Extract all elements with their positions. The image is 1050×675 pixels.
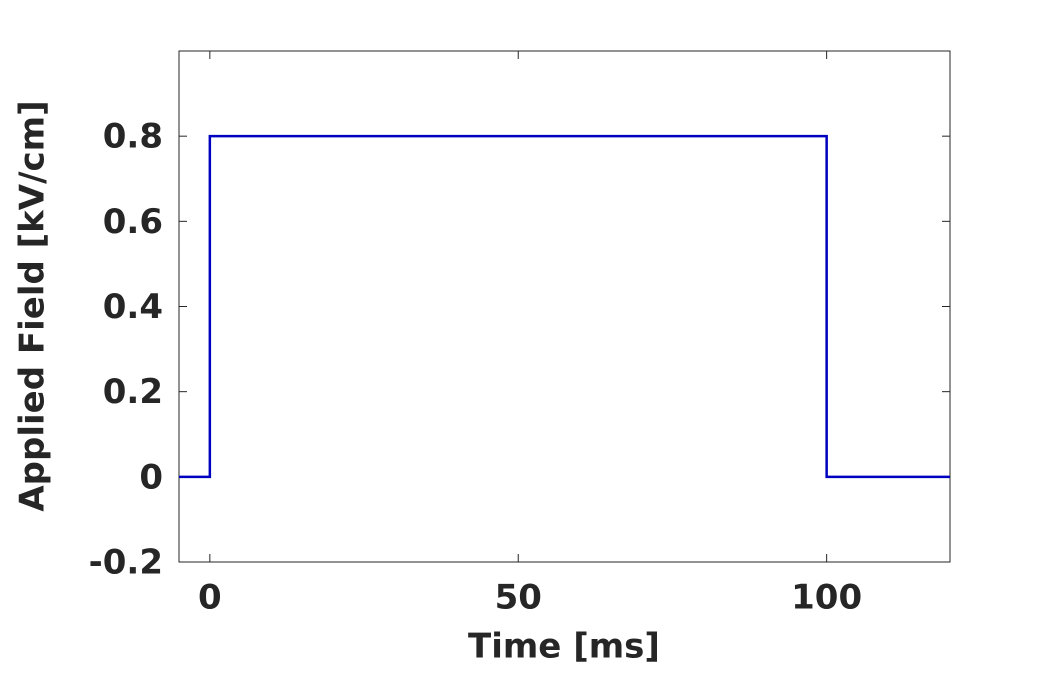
y-tick-label: 0.8: [103, 117, 163, 157]
x-axis-label: Time [ms]: [468, 627, 660, 667]
x-tick-label: 0: [198, 578, 222, 618]
y-tick-label: 0.6: [103, 202, 163, 242]
y-tick-label: 0: [139, 457, 163, 497]
x-tick-label: 50: [495, 578, 542, 618]
y-tick-label: -0.2: [89, 543, 163, 583]
x-tick-label: 100: [791, 578, 862, 618]
y-tick-label: 0.4: [103, 287, 163, 327]
plot-frame: [178, 50, 951, 563]
y-axis-label: Applied Field [kV/cm]: [13, 100, 53, 511]
y-tick-label: 0.2: [103, 372, 163, 412]
data-line: [179, 134, 950, 479]
